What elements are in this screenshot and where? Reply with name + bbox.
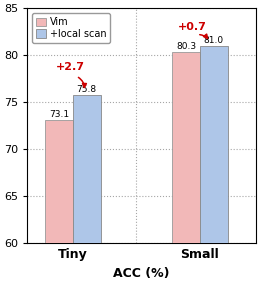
Legend: Vim, +local scan: Vim, +local scan — [32, 13, 110, 43]
Text: +2.7: +2.7 — [55, 62, 84, 72]
Bar — [73, 95, 101, 243]
Bar — [44, 120, 73, 243]
Bar — [200, 46, 229, 243]
Text: 73.1: 73.1 — [49, 110, 69, 119]
Text: 81.0: 81.0 — [204, 36, 224, 45]
Text: 75.8: 75.8 — [77, 85, 97, 94]
Text: 80.3: 80.3 — [176, 42, 196, 51]
X-axis label: ACC (%): ACC (%) — [113, 267, 170, 280]
Bar — [172, 52, 200, 243]
Text: +0.7: +0.7 — [177, 22, 206, 32]
